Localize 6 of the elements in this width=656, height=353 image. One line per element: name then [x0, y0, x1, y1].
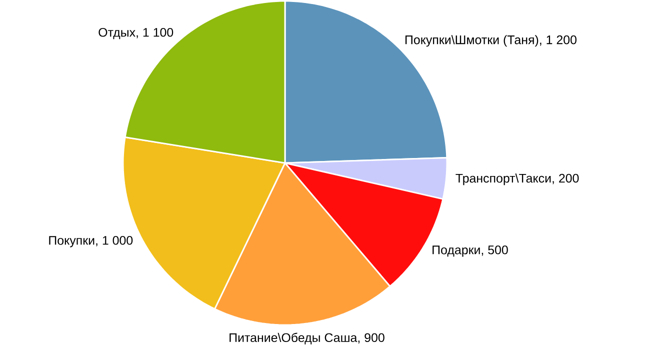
slice-label: Покупки, 1 000 — [49, 236, 133, 248]
slice-label: Отдых, 1 100 — [98, 28, 174, 40]
slice-label: Подарки, 500 — [432, 245, 508, 257]
slice-label: Покупки\Шмотки (Таня), 1 200 — [405, 35, 576, 47]
slice-label: Питание\Обеды Саша, 900 — [230, 332, 384, 344]
slice-label: Транспорт\Такси, 200 — [456, 174, 579, 186]
